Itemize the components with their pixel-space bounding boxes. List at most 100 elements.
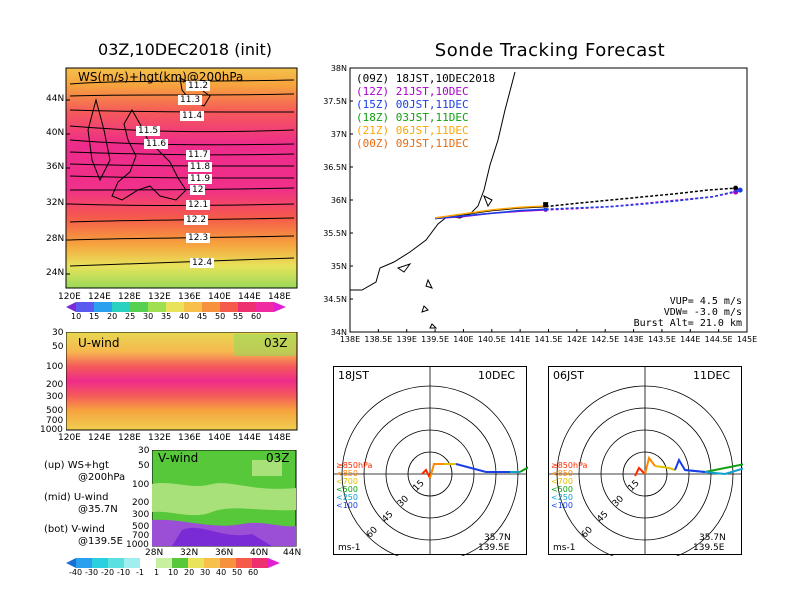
colorbar-label: 60 (248, 568, 259, 577)
lon-tick: 136E (178, 292, 201, 302)
note-mid: (mid) U-wind @35.7N (44, 492, 154, 516)
p-tick: 50 (52, 342, 64, 352)
track-endpoint (733, 185, 739, 191)
contour-label: 11.2 (186, 81, 211, 91)
y-tick-label: 35N (331, 262, 347, 271)
p-tick: 500 (46, 406, 64, 416)
track-params: VUP= 4.5 m/s VDW= -3.0 m/s Burst Alt= 21… (612, 296, 742, 329)
burst-text: Burst Alt= 21.0 km (633, 318, 742, 329)
x-tick-label: 144.5E (705, 335, 733, 344)
polar-right-lat: 35.7N (699, 533, 726, 543)
legend-utc: (15Z) (356, 98, 390, 111)
x-tick-label: 144E (680, 335, 700, 344)
polar-legend-item: <250 (551, 493, 573, 502)
colorbar-label: -20 (101, 568, 115, 577)
hodograph-segment (421, 468, 431, 479)
track-series (434, 185, 743, 220)
polar-left-unit: ms-1 (338, 543, 361, 553)
polar-legend-item: <850 (551, 469, 573, 478)
polar-legend-item: <250 (336, 493, 358, 502)
lon-tick: 136E (178, 433, 201, 443)
p-tick: 700 (46, 416, 64, 426)
note-key: (up) (44, 460, 65, 471)
x-tick-label: 139.5E (421, 335, 449, 344)
p-tick: 300 (132, 510, 150, 520)
legend-jst: 18JST,10DEC2018 (395, 72, 496, 85)
x-tick-label: 140E (453, 335, 473, 344)
v-wind-time: 03Z (266, 451, 290, 465)
colorbar-label: 1 (154, 568, 160, 577)
legend-utc: (09Z) (356, 72, 390, 85)
y-tick-label: 36N (331, 196, 347, 205)
x-tick-label: 140.5E (478, 335, 506, 344)
polar-left-lon: 139.5E (478, 543, 510, 553)
colorbar-label: 10 (71, 312, 82, 321)
polar-right-unit: ms-1 (553, 543, 576, 553)
p-tick: 100 (46, 362, 64, 372)
contour-label: 11.8 (188, 162, 213, 172)
polar-right-lon: 139.5E (693, 543, 725, 553)
colorbar-label: -10 (117, 568, 131, 577)
legend-jst: 03JST,11DEC (395, 111, 469, 124)
track-ticks: 138E 138.5E 139E 139.5E 140E 140.5E 141E 141.5E… (323, 64, 757, 344)
p-tick: 30 (138, 446, 150, 456)
u-wind-label: U-wind (78, 336, 120, 350)
vdw-text: VDW= -3.0 m/s (663, 307, 742, 318)
polar-right-date: 11DEC (693, 369, 731, 382)
p-tick: 1000 (126, 540, 149, 550)
hodograph-segment (704, 463, 743, 473)
hodograph-segment (455, 463, 510, 473)
contour-label: 12 (190, 185, 206, 195)
lat-tick: 44N (46, 94, 65, 104)
hodograph-segment (519, 466, 528, 473)
note-key: (bot) (44, 524, 69, 535)
lat-tick: 32N (46, 198, 65, 208)
legend-item: (21Z) 06JST,11DEC (356, 124, 495, 137)
colorbar-label: 15 (89, 312, 100, 321)
note-key: (mid) (44, 492, 71, 503)
lat-tick: 28N (46, 234, 65, 244)
ws-colorbar (66, 302, 286, 312)
note-text: V-wind (71, 524, 105, 535)
legend-item: (15Z) 00JST,11DEC (356, 98, 495, 111)
y-tick-label: 37N (331, 130, 347, 139)
legend-jst: 06JST,11DEC (395, 124, 469, 137)
x-tick-label: 138.5E (364, 335, 392, 344)
lat-tick: 24N (46, 268, 65, 278)
legend-jst: 21JST,10DEC (395, 85, 469, 98)
track-endpoint (737, 187, 743, 193)
colorbar-label: -40 (69, 568, 83, 577)
x-tick-label: 145E (737, 335, 757, 344)
colorbar-label: 30 (200, 568, 211, 577)
colorbar-label: 50 (215, 312, 226, 321)
colorbar-label: 35 (161, 312, 172, 321)
contour-label: 11.4 (180, 111, 205, 121)
x-tick-label: 141E (510, 335, 530, 344)
colorbar-label: 25 (125, 312, 136, 321)
lat-tick: 36N (215, 548, 234, 558)
note-bot: (bot) V-wind @139.5E (44, 524, 154, 548)
lon-tick: 128E (118, 292, 141, 302)
u-wind-time: 03Z (264, 336, 288, 350)
v-wind-panel (152, 450, 297, 547)
p-tick: 200 (132, 498, 150, 508)
polar-legend-item: <500 (551, 485, 573, 494)
x-tick-label: 142.5E (591, 335, 619, 344)
v-colorbar (66, 558, 280, 568)
lon-tick: 132E (148, 292, 171, 302)
polar-legend-item: <100 (336, 501, 358, 510)
contour-label: 12.1 (186, 200, 211, 210)
hodograph-segment (429, 463, 444, 479)
lon-tick: 124E (88, 433, 111, 443)
colorbar-label: 20 (107, 312, 118, 321)
lat-tick: 36N (46, 162, 65, 172)
p-tick: 50 (138, 461, 150, 471)
contour-label: 12.4 (190, 258, 215, 268)
lon-tick: 144E (238, 433, 261, 443)
v-wind-label: V-wind (158, 451, 199, 465)
x-tick-label: 138E (340, 335, 360, 344)
note-text: WS+hgt (67, 460, 109, 471)
